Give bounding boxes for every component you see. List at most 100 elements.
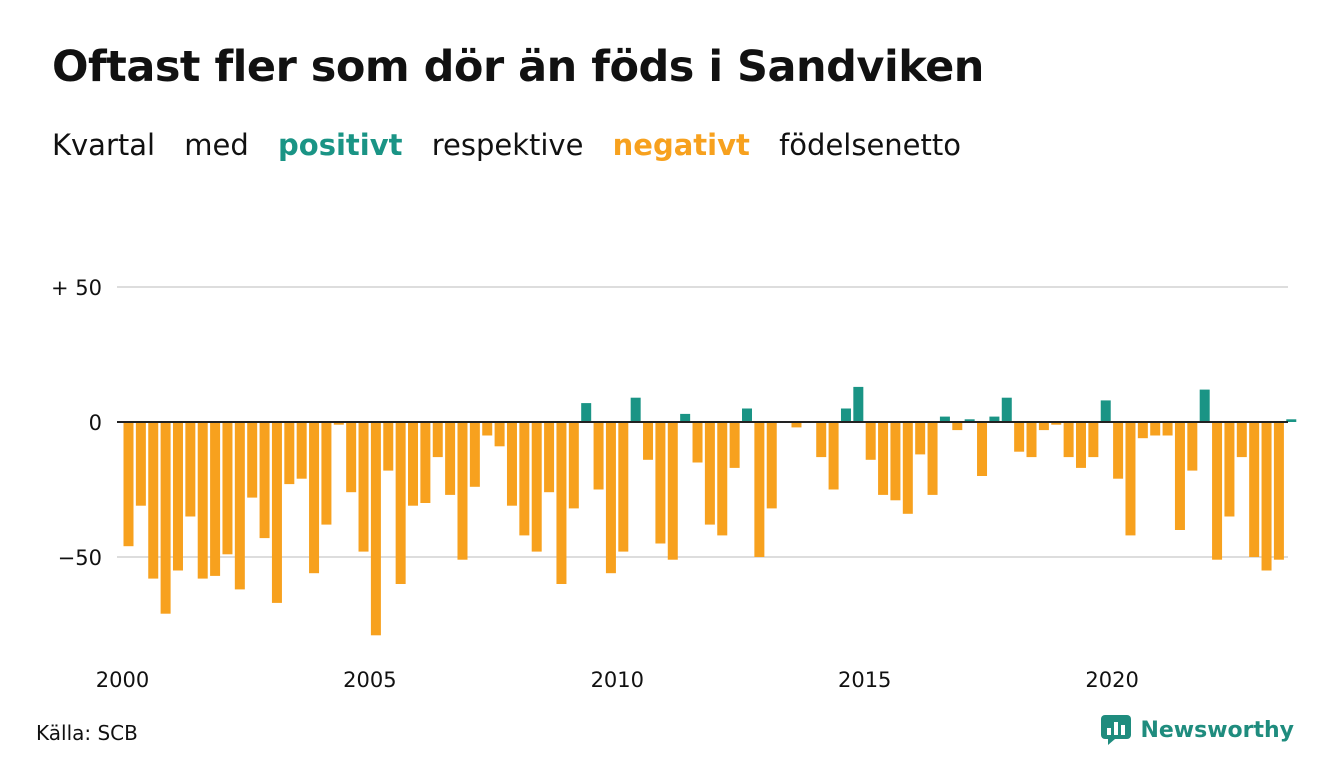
bar [519, 422, 530, 536]
bar [185, 422, 196, 517]
bar [210, 422, 221, 576]
bar [655, 422, 666, 544]
bar [1038, 422, 1049, 431]
bar [482, 422, 493, 436]
x-tick-label: 2000 [96, 668, 149, 692]
bar [1014, 422, 1025, 452]
bar [1137, 422, 1148, 439]
bar [717, 422, 728, 536]
bar [964, 419, 975, 422]
bar [865, 422, 876, 460]
bar [1088, 422, 1099, 458]
x-tick-label: 2010 [591, 668, 644, 692]
bar [160, 422, 171, 614]
bar [1249, 422, 1260, 557]
bar [346, 422, 357, 493]
subtitle-word-respektive: respektive [431, 128, 584, 162]
bar [1187, 422, 1198, 471]
bar [1212, 422, 1223, 560]
bar [222, 422, 233, 555]
bar [902, 422, 913, 514]
bar [271, 422, 282, 603]
bar [618, 422, 629, 552]
bar [1273, 422, 1284, 560]
bar [680, 413, 691, 422]
axis-layer: + 50 0 −50 2000 2005 2010 2015 2020 [51, 276, 1288, 692]
bar [370, 422, 381, 636]
bar [1051, 422, 1062, 425]
bar [766, 422, 777, 509]
subtitle-word-fodelsenetto: födelsenetto [779, 128, 961, 162]
bar [494, 422, 505, 447]
bar [408, 422, 419, 506]
bar [234, 422, 245, 590]
bar [853, 386, 864, 422]
bar [1026, 422, 1037, 458]
bar [358, 422, 369, 552]
bar [729, 422, 740, 468]
subtitle-word-med: med [184, 128, 249, 162]
bar [1199, 389, 1210, 422]
bar [643, 422, 654, 460]
bar [1075, 422, 1086, 468]
bar [506, 422, 517, 506]
bar [828, 422, 839, 490]
bar [840, 408, 851, 422]
newsworthy-logo-icon [1101, 715, 1132, 745]
bar [1063, 422, 1074, 458]
bar [816, 422, 827, 458]
bar [284, 422, 295, 485]
bar [1100, 400, 1111, 422]
bar [296, 422, 307, 479]
bar [939, 416, 950, 422]
bar [321, 422, 332, 525]
source-note: Källa: SCB [36, 721, 138, 745]
bar [1174, 422, 1185, 530]
bar [1125, 422, 1136, 536]
chart-title: Oftast fler som dör än föds i Sandviken [52, 42, 984, 92]
bar [135, 422, 146, 506]
bar [568, 422, 579, 509]
subtitle-word-positivt: positivt [278, 128, 403, 162]
x-tick-label: 2020 [1085, 668, 1138, 692]
bar [593, 422, 604, 490]
bar [1150, 422, 1161, 436]
x-tick-label: 2015 [838, 668, 891, 692]
bar [630, 397, 641, 422]
bar [197, 422, 208, 579]
bar [1261, 422, 1272, 571]
bar [605, 422, 616, 574]
bar [581, 403, 592, 422]
bar [692, 422, 703, 463]
bar [544, 422, 555, 493]
bar [556, 422, 567, 584]
bar [890, 422, 901, 501]
bar [915, 422, 926, 455]
bar [457, 422, 468, 560]
bar [531, 422, 542, 552]
subtitle-word-negativt: negativt [612, 128, 750, 162]
bar [383, 422, 394, 471]
x-tick-label: 2005 [343, 668, 396, 692]
bar [247, 422, 258, 498]
bar [1236, 422, 1247, 458]
bar [1224, 422, 1235, 517]
bar [742, 408, 752, 422]
bar [259, 422, 270, 539]
brand-name: Newsworthy [1140, 717, 1294, 743]
bar [420, 422, 431, 503]
bar [123, 422, 134, 547]
bar [927, 422, 938, 495]
bar [704, 422, 715, 525]
bar [1001, 397, 1012, 422]
bar [1162, 422, 1173, 436]
bar-chart: + 50 0 −50 2000 2005 2010 2015 2020 [51, 276, 1297, 692]
bar [432, 422, 443, 458]
bar [878, 422, 889, 495]
bar [469, 422, 480, 487]
bar [445, 422, 456, 495]
bar [791, 422, 802, 428]
bar [395, 422, 406, 584]
bar [754, 422, 765, 557]
y-tick-label: 0 [89, 411, 102, 435]
